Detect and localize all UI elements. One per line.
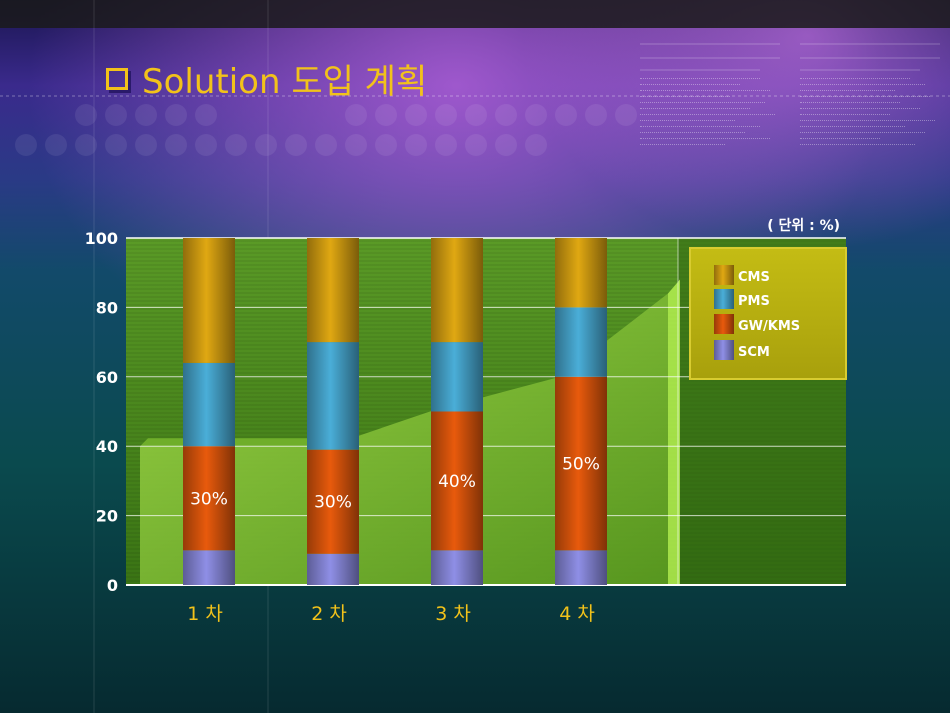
legend-label-cms: CMS [738,270,770,285]
bar-gw-kms-3 [431,411,483,551]
data-label: 30% [190,489,228,509]
y-tick-label: 20 [96,507,118,526]
slide-title-text: Solution 도입 계획 [142,62,428,102]
bar-cms-2 [307,238,359,343]
legend-swatch-scm [714,340,734,360]
data-label: 40% [438,472,476,492]
bar-gw-kms-1 [183,446,235,551]
bar-gw-kms-2 [307,449,359,554]
y-tick-label: 60 [96,368,118,387]
bar-cms-1 [183,238,235,363]
x-category-label: 3 차 [435,603,471,625]
x-category-label: 4 차 [559,603,595,625]
bar-scm-2 [307,553,359,585]
bar-pms-2 [307,342,359,450]
legend-swatch-cms [714,265,734,285]
decorative-text-block-right [800,78,940,158]
bar-cms-4 [555,238,607,308]
decorative-text-block-left [640,78,780,158]
legend-label-pms: PMS [738,294,770,309]
data-label: 30% [314,493,352,513]
x-category-label: 2 차 [311,603,347,625]
checkbox-bullet-icon [106,67,128,90]
data-label: 50% [562,455,600,475]
y-tick-label: 40 [96,437,118,456]
bar-gw-kms-4 [555,376,607,551]
y-tick-label: 0 [107,576,118,595]
bar-pms-3 [431,342,483,412]
legend-label-gw-kms: GW/KMS [738,319,800,334]
legend-swatch-gw-kms [714,314,734,334]
bar-scm-4 [555,550,607,585]
bar-cms-3 [431,238,483,343]
legend-label-scm: SCM [738,345,770,360]
unit-note: ( 단위 : %) [767,217,840,234]
trend-area [140,293,668,585]
bar-scm-3 [431,550,483,585]
trend-area-side-face [668,279,680,585]
y-tick-label: 100 [85,229,118,248]
y-tick-label: 80 [96,298,118,317]
bar-pms-4 [555,307,607,377]
bar-pms-1 [183,362,235,447]
legend-swatch-pms [714,289,734,309]
slide-title: Solution 도입 계획 [106,54,427,103]
bar-scm-1 [183,550,235,585]
x-category-label: 1 차 [187,603,223,625]
